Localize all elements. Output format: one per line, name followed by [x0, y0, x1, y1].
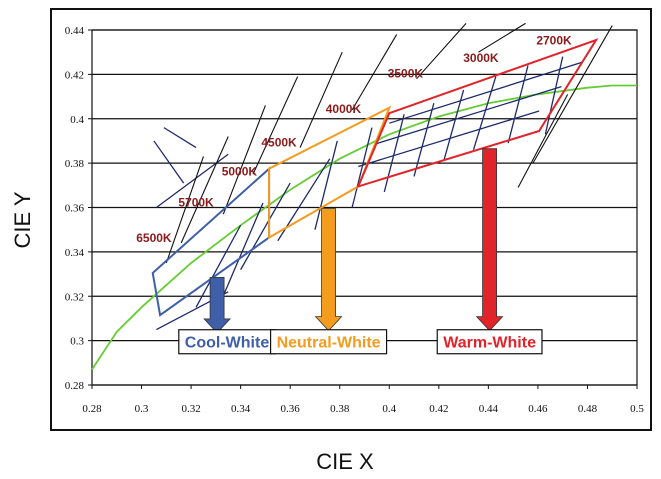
cct-label: 4000K — [326, 102, 362, 116]
isotemperature-line — [252, 76, 299, 175]
x-tick-label: 0.4 — [382, 403, 396, 415]
neutral-white-label: Neutral-White — [277, 335, 381, 352]
bin-grid-line — [240, 182, 291, 270]
cct-label-layer: 6500K 5700K 5000K 4500K 4000K 3500K 3000K 2700K — [136, 33, 572, 244]
bin-grid-line — [217, 202, 264, 308]
y-tick-label: 0.34 — [65, 247, 85, 259]
cool-white-label-frame — [178, 329, 276, 355]
x-axis-title: CIE X — [316, 449, 374, 474]
x-tick-label: 0.46 — [528, 403, 548, 415]
mesh-layer — [153, 22, 613, 331]
x-tick-label: 0.44 — [479, 403, 499, 415]
grid-layer — [91, 29, 638, 386]
y-axis-title: CIE Y — [10, 191, 35, 248]
bin-grid-line — [374, 85, 562, 145]
bin-grid-line — [443, 89, 465, 162]
cct-label: 3500K — [388, 67, 424, 81]
bin-grid-line — [195, 224, 242, 308]
warm-arrow — [475, 148, 504, 332]
bin-grid-line — [383, 114, 405, 193]
bin-grid-line — [153, 140, 185, 184]
isotemperature-line — [222, 105, 266, 215]
y-tick-label: 0.3 — [70, 336, 84, 348]
x-tick-label: 0.28 — [82, 403, 102, 415]
x-tick-label: 0.36 — [281, 403, 301, 415]
bin-grid-line — [389, 61, 583, 124]
bin-grid-line — [163, 127, 197, 149]
x-tick-label: 0.5 — [630, 403, 644, 415]
plot-frame — [50, 8, 652, 431]
x-tick-label: 0.48 — [578, 403, 598, 415]
y-tick-label: 0.28 — [65, 380, 85, 392]
bin-grid-line — [314, 140, 338, 230]
x-tick-label: 0.32 — [181, 403, 200, 415]
y-tick-label: 0.38 — [65, 158, 85, 170]
y-tick-label: 0.44 — [65, 25, 85, 37]
x-tick-label: 0.34 — [231, 403, 251, 415]
cct-label: 4500K — [261, 135, 297, 149]
isotemperature-line — [478, 22, 526, 53]
cool-arrow — [203, 276, 232, 334]
isotemperature-line — [532, 25, 613, 164]
cct-label: 5700K — [178, 195, 214, 209]
isotemperature-line — [517, 94, 569, 188]
isotemperature-line — [351, 34, 398, 111]
y-tick-label: 0.36 — [65, 203, 85, 215]
isotemperature-line — [299, 51, 343, 148]
bin-grid-line — [351, 127, 373, 208]
tick-layer: 0.28 0.3 0.32 0.34 0.36 0.38 0.4 0.42 0.44 0.28 0.… — [65, 25, 645, 415]
neutral-white-label-frame — [269, 329, 388, 355]
cct-label: 5000K — [222, 164, 258, 178]
bin-grid-line — [358, 110, 540, 168]
y-tick-label: 0.4 — [70, 114, 84, 126]
isotemperature-line — [165, 156, 204, 264]
neutral-white-label-box: Neutral-White — [269, 329, 388, 355]
x-tick-label: 0.3 — [135, 403, 149, 415]
category-label-layer: Cool-White Neutral-White Warm-White — [178, 329, 543, 355]
isotemperature-line — [416, 22, 467, 80]
cct-label: 3000K — [463, 51, 499, 65]
bin-grid-line — [507, 65, 529, 144]
locus-layer — [91, 84, 637, 370]
cool-white-label-box: Cool-White — [178, 329, 276, 355]
warm-white-label: Warm-White — [443, 335, 536, 352]
neutral-arrow — [314, 208, 343, 332]
warm-white-label-frame — [436, 329, 543, 355]
blackbody-locus-line — [91, 84, 637, 370]
y-tick-label: 0.32 — [65, 291, 84, 303]
isotemperature-line — [180, 136, 229, 244]
cct-label: 2700K — [536, 33, 572, 47]
regions-layer — [151, 38, 599, 317]
x-tick-label: 0.38 — [330, 403, 350, 415]
warm-white-region-outline — [356, 38, 599, 188]
bin-grid-line — [413, 103, 435, 177]
cool-white-label: Cool-White — [185, 335, 270, 352]
bin-grid-line — [472, 76, 497, 151]
x-tick-label: 0.42 — [429, 403, 448, 415]
arrows-layer — [203, 148, 504, 334]
y-tick-label: 0.42 — [65, 69, 84, 81]
cct-label: 6500K — [136, 231, 172, 245]
warm-white-label-box: Warm-White — [436, 329, 543, 355]
